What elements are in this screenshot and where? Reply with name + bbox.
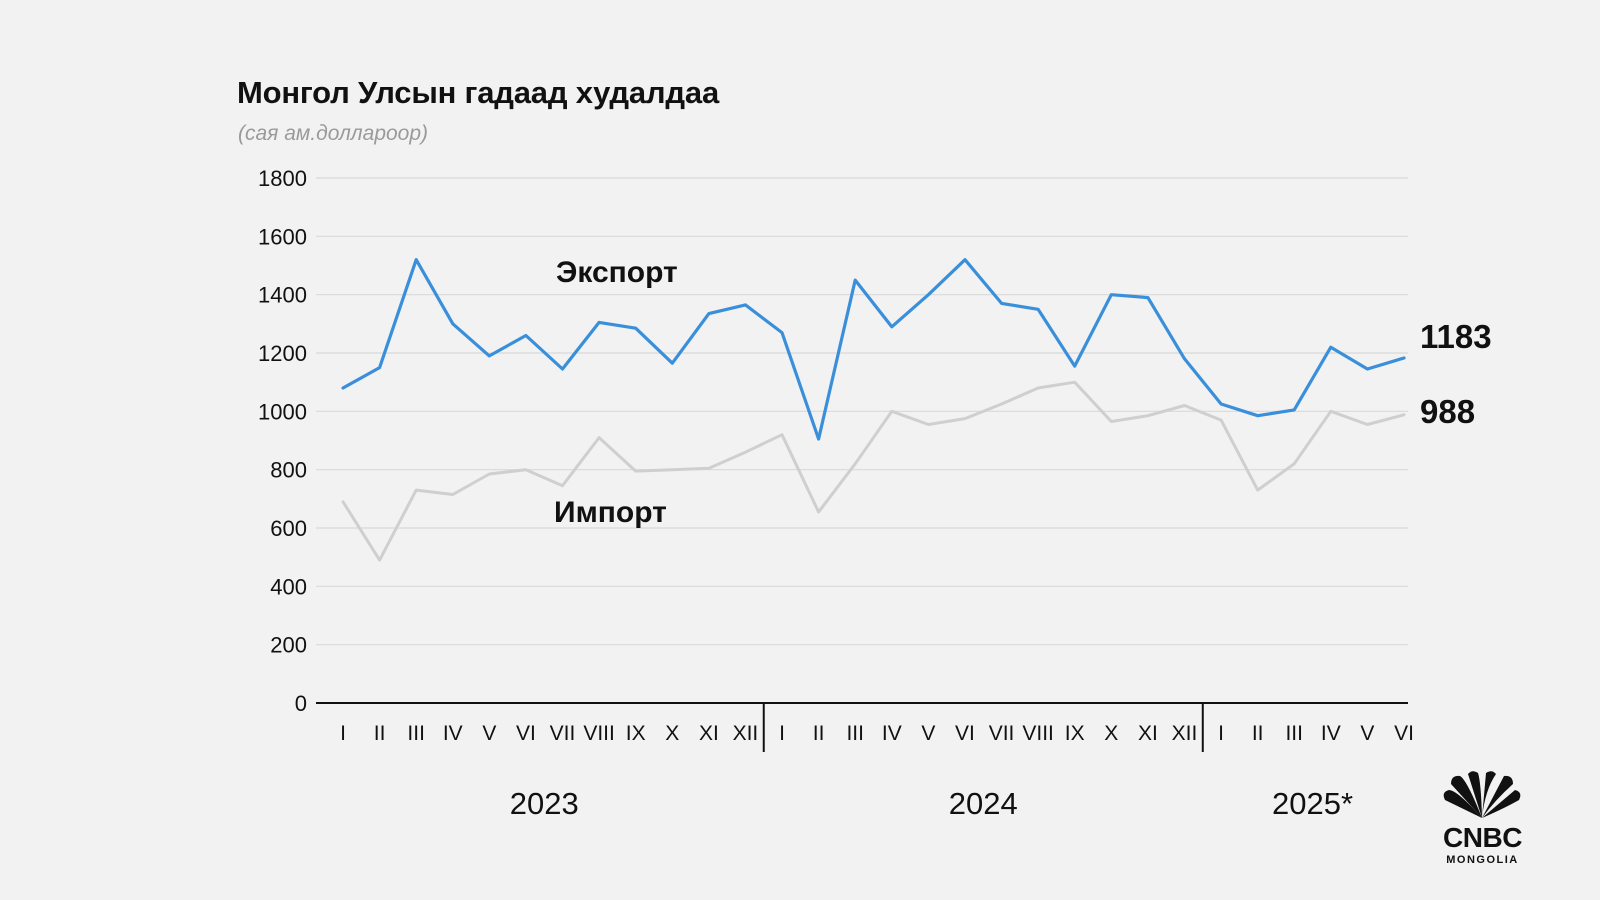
series-line-export xyxy=(341,258,1406,441)
peacock-icon xyxy=(1443,771,1521,818)
x-tick-label: V xyxy=(482,722,496,745)
series-line-import xyxy=(341,380,1406,562)
x-tick-label: IV xyxy=(443,722,463,745)
year-group-label: 2023 xyxy=(510,786,579,821)
x-axis-ticks: I II III IV V VI VII VIII IX X XI XII I II III IV V VI VII… xyxy=(340,722,1414,745)
series-end-label: 988 xyxy=(1420,393,1475,430)
x-tick-label: V xyxy=(921,722,935,745)
series-lines xyxy=(341,258,1406,562)
year-group-label: 2024 xyxy=(949,786,1018,821)
x-tick-label: IV xyxy=(1321,722,1341,745)
x-tick-label: VI xyxy=(516,722,536,745)
x-tick-label: I xyxy=(340,722,346,745)
x-tick-label: VIII xyxy=(1022,722,1054,745)
y-tick-label: 1200 xyxy=(258,341,307,366)
series-labels: Экспорт 1183 Импорт 988 xyxy=(554,256,1492,529)
grid-lines xyxy=(316,177,1408,704)
y-tick-label: 1400 xyxy=(258,283,307,308)
x-tick-label: IV xyxy=(882,722,902,745)
x-tick-label: IX xyxy=(1065,722,1085,745)
y-axis-ticks: 0 200 400 600 800 1000 1200 1400 1600 1800 xyxy=(258,166,307,716)
x-tick-label: VI xyxy=(955,722,975,745)
x-tick-label: III xyxy=(1285,722,1303,745)
x-tick-label: IX xyxy=(626,722,646,745)
y-tick-label: 1800 xyxy=(258,166,307,191)
y-tick-label: 600 xyxy=(270,516,307,541)
x-tick-label: VII xyxy=(550,722,576,745)
x-tick-label: III xyxy=(407,722,425,745)
x-tick-label: VI xyxy=(1394,722,1414,745)
x-tick-label: X xyxy=(1104,722,1118,745)
y-tick-label: 1000 xyxy=(258,399,307,424)
x-tick-label: XII xyxy=(1172,722,1198,745)
x-tick-label: V xyxy=(1360,722,1374,745)
series-end-label: 1183 xyxy=(1420,318,1492,355)
x-tick-label: X xyxy=(665,722,679,745)
x-tick-label: III xyxy=(846,722,864,745)
logo-brand-text: CNBC xyxy=(1443,822,1522,853)
x-tick-label: VIII xyxy=(583,722,615,745)
x-tick-label: XI xyxy=(699,722,719,745)
x-tick-label: VII xyxy=(989,722,1015,745)
cnbc-mongolia-logo: CNBC MONGOLIA xyxy=(1435,770,1530,866)
y-tick-label: 200 xyxy=(270,633,307,658)
series-name-label: Импорт xyxy=(554,496,667,529)
y-tick-label: 0 xyxy=(295,691,307,716)
chart-subtitle: (сая ам.доллароор) xyxy=(238,122,429,145)
series-name-label: Экспорт xyxy=(556,256,678,289)
year-group-label: 2025* xyxy=(1272,786,1353,821)
y-tick-label: 400 xyxy=(270,574,307,599)
logo-sub-text: MONGOLIA xyxy=(1446,854,1519,866)
x-tick-label: XI xyxy=(1138,722,1158,745)
x-tick-label: II xyxy=(374,722,386,745)
y-tick-label: 800 xyxy=(270,458,307,483)
x-tick-label: I xyxy=(779,722,785,745)
x-tick-label: I xyxy=(1218,722,1224,745)
y-tick-label: 1600 xyxy=(258,224,307,249)
year-groups: 2023 2024 2025* xyxy=(510,703,1353,821)
chart-title: Монгол Улсын гадаад худалдаа xyxy=(237,75,719,110)
x-tick-label: XII xyxy=(733,722,759,745)
x-tick-label: II xyxy=(813,722,825,745)
x-tick-label: II xyxy=(1252,722,1264,745)
